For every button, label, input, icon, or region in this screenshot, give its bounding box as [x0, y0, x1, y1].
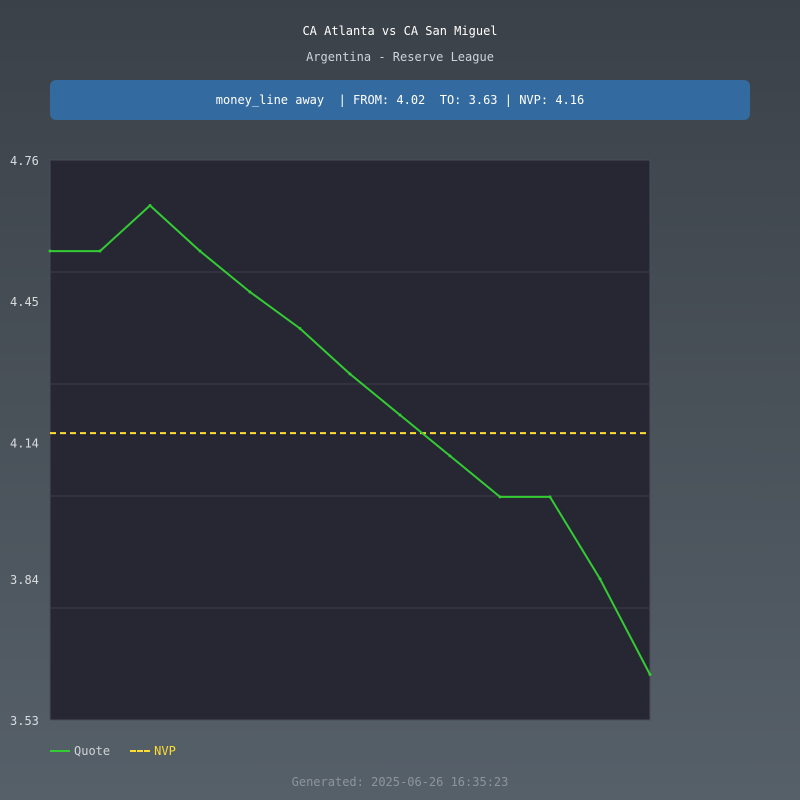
y-tick-label: 3.53: [10, 714, 39, 728]
generated-timestamp: Generated: 2025-06-26 16:35:23: [291, 775, 509, 789]
quote-point: [248, 290, 252, 294]
chart-title: CA Atlanta vs CA San Miguel: [302, 24, 498, 38]
y-tick-label: 4.45: [10, 295, 39, 309]
quote-point: [498, 495, 502, 499]
legend-item-nvp: NVP: [130, 744, 176, 758]
quote-point: [448, 454, 452, 458]
legend-label-quote: Quote: [74, 744, 111, 758]
y-tick-label: 4.76: [10, 154, 39, 168]
quote-point: [48, 249, 52, 253]
chart-subtitle: Argentina - Reserve League: [306, 50, 494, 64]
quote-points: [48, 204, 652, 676]
y-axis-ticks: 4.76 4.45 4.14 3.84 3.53: [10, 154, 39, 728]
quote-point: [148, 204, 152, 208]
market-banner: money_line away | FROM: 4.02 TO: 3.63 | …: [50, 80, 750, 120]
legend: Quote NVP: [50, 744, 196, 758]
quote-point: [98, 249, 102, 253]
quote-swatch-icon: [50, 750, 70, 752]
plot-area: [49, 159, 651, 721]
y-tick-label: 3.84: [10, 573, 39, 587]
quote-point: [648, 672, 652, 676]
quote-point: [598, 577, 602, 581]
quote-point: [348, 372, 352, 376]
nvp-swatch-icon: [130, 750, 151, 752]
legend-label-nvp: NVP: [154, 744, 176, 758]
quote-point: [398, 413, 402, 417]
quote-point: [298, 326, 302, 330]
quote-point: [198, 249, 202, 253]
quote-point: [548, 495, 552, 499]
y-tick-label: 4.14: [10, 436, 39, 450]
legend-item-quote: Quote: [50, 744, 110, 758]
